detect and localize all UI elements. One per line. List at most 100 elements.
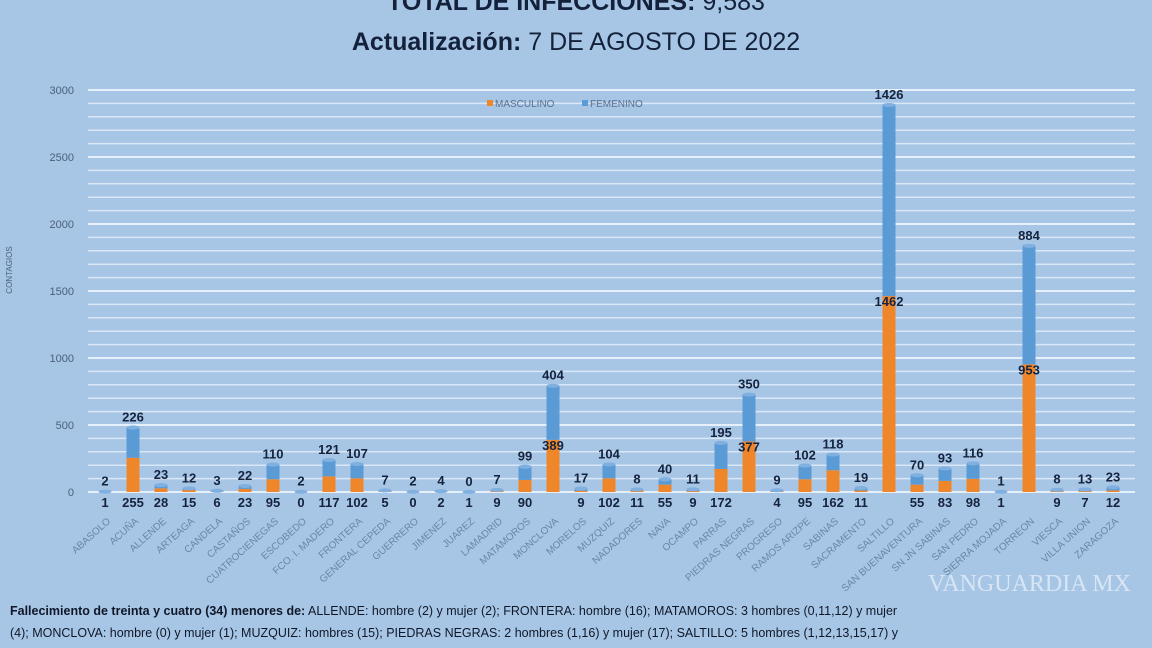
legend-label: FEMENINO xyxy=(590,99,643,110)
bar-femenino xyxy=(546,385,560,440)
label-femenino: 350 xyxy=(738,377,760,392)
label-femenino: 107 xyxy=(346,446,368,461)
chart-title: TOTAL DE INFECCIONES: 9,583 xyxy=(0,0,1152,17)
bar-cap xyxy=(938,466,952,471)
y-tick-label: 500 xyxy=(56,420,74,432)
bar-cap xyxy=(910,473,924,478)
label-masculino: 2 xyxy=(437,495,444,510)
label-femenino: 17 xyxy=(574,471,588,486)
watermark: VANGUARDIA MX xyxy=(928,571,1131,597)
bar-cap xyxy=(434,489,448,494)
label-femenino: 7 xyxy=(493,472,500,487)
bar-masculino xyxy=(322,476,336,492)
label-masculino: 95 xyxy=(798,495,812,510)
bar-masculino xyxy=(546,439,560,492)
bar-masculino xyxy=(882,296,896,492)
label-masculino: 7 xyxy=(1081,495,1088,510)
label-femenino: 884 xyxy=(1018,228,1040,243)
bar-cap xyxy=(966,461,980,466)
bar-masculino xyxy=(182,489,196,492)
x-tick-label: NADADORES xyxy=(591,516,646,567)
bar-cap xyxy=(154,483,168,488)
label-femenino: 99 xyxy=(518,449,532,464)
bar-cap xyxy=(826,452,840,457)
label-masculino: 95 xyxy=(266,495,280,510)
bar-cap xyxy=(294,489,308,494)
bar-masculino xyxy=(938,480,952,492)
bar-masculino xyxy=(266,479,280,492)
bar-cap xyxy=(742,392,756,397)
label-masculino: 90 xyxy=(518,495,532,510)
bar-cap xyxy=(98,489,112,494)
bar-femenino xyxy=(602,464,616,479)
label-femenino: 7 xyxy=(381,472,388,487)
label-femenino: 1 xyxy=(997,474,1004,489)
bar-masculino xyxy=(518,479,532,492)
label-femenino: 226 xyxy=(122,410,144,425)
bar-masculino xyxy=(1078,491,1092,492)
label-masculino: 12 xyxy=(1106,495,1120,510)
label-masculino: 172 xyxy=(710,495,732,510)
footer-line-2: (4); MONCLOVA: hombre (0) y mujer (1); M… xyxy=(10,626,899,640)
bar-cap xyxy=(350,461,364,466)
y-tick-label: 0 xyxy=(68,487,74,499)
bar-masculino xyxy=(798,479,812,492)
label-femenino: 2 xyxy=(297,474,304,489)
label-masculino: 117 xyxy=(319,495,340,510)
bar-femenino xyxy=(910,475,924,485)
bar-masculino xyxy=(126,457,140,492)
legend-label: MASCULINO xyxy=(495,99,555,110)
label-femenino: 22 xyxy=(238,468,252,483)
bar-femenino xyxy=(742,394,756,442)
bar-masculino xyxy=(714,468,728,492)
bar-masculino xyxy=(966,478,980,492)
title-value: 9,583 xyxy=(702,0,765,16)
bar-cap xyxy=(602,462,616,467)
label-femenino: 1426 xyxy=(875,87,904,102)
label-femenino: 195 xyxy=(710,425,732,440)
label-femenino: 4 xyxy=(437,473,445,488)
bar-femenino xyxy=(126,427,140,458)
label-masculino: 6 xyxy=(213,495,220,510)
y-tick-label: 1500 xyxy=(50,286,74,298)
label-masculino: 55 xyxy=(910,495,924,510)
label-femenino: 404 xyxy=(542,368,564,383)
bar-masculino xyxy=(602,478,616,492)
bar-cap xyxy=(994,489,1008,494)
y-tick-label: 3000 xyxy=(50,85,74,97)
label-masculino: 5 xyxy=(381,495,388,510)
footer-bold: Fallecimiento de treinta y cuatro (34) m… xyxy=(10,604,306,618)
bar-cap xyxy=(770,488,784,493)
label-masculino: 15 xyxy=(182,495,196,510)
label-femenino: 104 xyxy=(598,446,620,461)
bar-cap xyxy=(1078,487,1092,492)
label-femenino: 118 xyxy=(823,436,844,451)
bar-cap xyxy=(546,383,560,388)
footer-text-1: ALLENDE: hombre (2) y mujer (2); FRONTER… xyxy=(305,604,898,618)
label-masculino: 1 xyxy=(101,495,108,510)
label-femenino: 121 xyxy=(318,442,340,457)
label-masculino: 11 xyxy=(630,495,644,510)
chart-subtitle: Actualización: 7 DE AGOSTO DE 2022 xyxy=(0,28,1152,57)
label-femenino: 93 xyxy=(938,450,952,465)
label-masculino: 953 xyxy=(1018,362,1040,377)
label-femenino: 3 xyxy=(213,473,220,488)
label-masculino: 28 xyxy=(154,495,168,510)
bar-cap xyxy=(406,489,420,494)
bar-masculino xyxy=(154,488,168,492)
y-tick-label: 1000 xyxy=(50,353,74,365)
label-femenino: 23 xyxy=(154,467,168,482)
bar-cap xyxy=(854,485,868,490)
label-masculino: 9 xyxy=(577,495,584,510)
label-masculino: 55 xyxy=(658,495,672,510)
bar-cap xyxy=(658,477,672,482)
bar-cap xyxy=(1050,487,1064,492)
bar-masculino xyxy=(910,484,924,492)
label-femenino: 2 xyxy=(101,474,108,489)
label-femenino: 9 xyxy=(773,472,780,487)
label-masculino: 102 xyxy=(598,495,620,510)
label-femenino: 19 xyxy=(854,470,868,485)
bar-femenino xyxy=(798,465,812,480)
footer-line-1: Fallecimiento de treinta y cuatro (34) m… xyxy=(10,604,897,618)
bar-masculino xyxy=(826,470,840,492)
